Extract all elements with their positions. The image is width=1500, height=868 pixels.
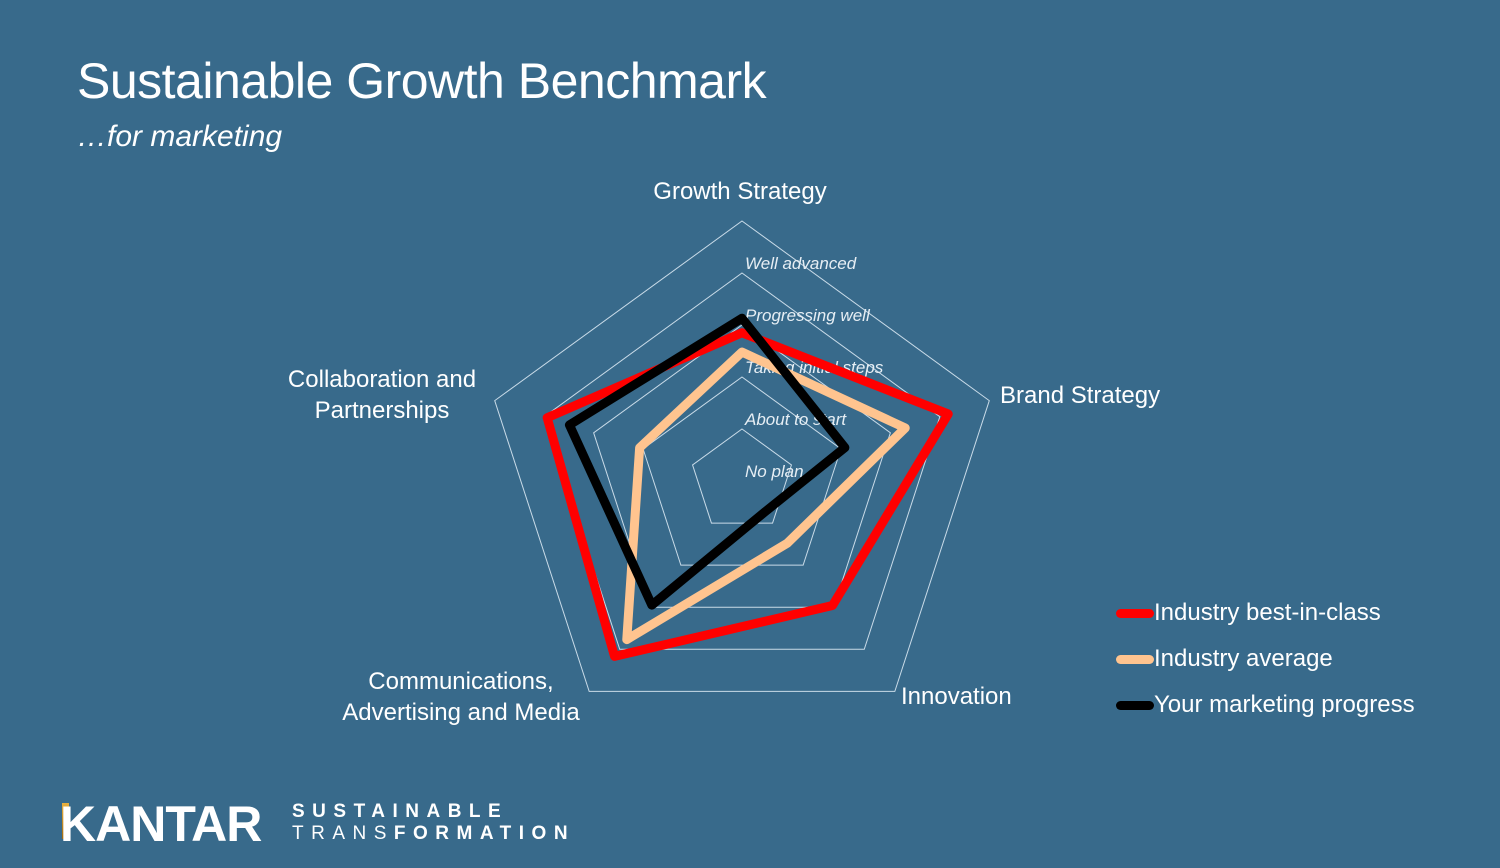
tagline-transformation: TRANSFORMATION xyxy=(292,823,575,845)
tagline-sustainable: SUSTAINABLE xyxy=(292,801,509,822)
legend-label: Industry average xyxy=(1154,645,1333,672)
legend-item-your-progress: Your marketing progress xyxy=(1116,682,1415,728)
series-line xyxy=(542,328,953,661)
axis-label-collaboration: Collaboration and Partnerships xyxy=(288,364,476,426)
axis-label-line: Innovation xyxy=(901,683,1012,710)
axis-label-line: Brand Strategy xyxy=(1000,382,1161,409)
legend-swatch xyxy=(1116,700,1154,710)
axis-label-line: Collaboration and xyxy=(287,366,477,393)
axis-label-line: Advertising and Media xyxy=(342,699,580,726)
axis-label-line: Communications, xyxy=(368,668,554,695)
legend-label: Industry best-in-class xyxy=(1154,599,1381,626)
axis-label-innovation: Innovation xyxy=(901,681,1012,712)
axis-label-line: Partnerships xyxy=(314,397,450,424)
level-label: Progressing well xyxy=(745,306,871,325)
grid-ring xyxy=(691,428,793,524)
legend-item-industry-average: Industry average xyxy=(1116,636,1415,682)
axis-label-brand-strategy: Brand Strategy xyxy=(1000,380,1160,411)
tagline-bold: FORMATION xyxy=(393,823,576,844)
legend-item-best-in-class: Industry best-in-class xyxy=(1116,590,1415,636)
legend-swatch xyxy=(1116,654,1154,664)
kantar-logo-accent xyxy=(62,803,69,839)
legend-label: Your marketing progress xyxy=(1154,691,1415,718)
series-line xyxy=(564,313,850,610)
grid-ring xyxy=(593,324,891,608)
page-title: Sustainable Growth Benchmark xyxy=(77,53,767,109)
legend-swatch xyxy=(1116,608,1154,618)
level-label: Well advanced xyxy=(745,254,857,273)
legend: Industry best-in-class Industry average … xyxy=(1116,590,1415,728)
tagline-light: TRANS xyxy=(292,823,394,844)
axis-label-growth-strategy: Growth Strategy xyxy=(653,176,826,207)
level-label: No plan xyxy=(745,462,804,481)
kantar-logo: KANTAR xyxy=(60,796,262,852)
grid-ring xyxy=(494,220,990,692)
page-subtitle: …for marketing xyxy=(77,120,283,153)
grid-ring xyxy=(642,376,842,566)
grid-ring xyxy=(543,272,941,650)
axis-label-line: Growth Strategy xyxy=(653,178,827,205)
series-line xyxy=(622,347,910,645)
axis-label-communications: Communications, Advertising and Media xyxy=(342,666,579,728)
